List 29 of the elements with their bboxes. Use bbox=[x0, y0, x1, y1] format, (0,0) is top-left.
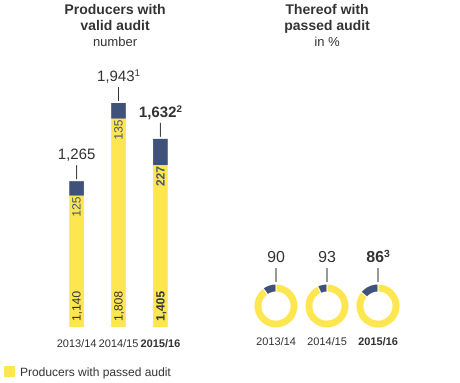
data-label: 227 bbox=[153, 166, 168, 186]
total-label: 1,632$^{2}$ bbox=[138, 103, 182, 121]
chart-title: Producers with valid audit bbox=[64, 1, 166, 33]
x-tick-label: 2013/14 bbox=[56, 338, 96, 350]
data-label: 125 bbox=[70, 196, 84, 217]
donut-slice bbox=[356, 284, 400, 328]
legend-label: Producers with passed audit bbox=[20, 365, 172, 379]
data-label: 1,405 bbox=[153, 290, 168, 321]
bar bbox=[111, 118, 126, 327]
data-label: 93 bbox=[318, 249, 336, 266]
chart-title: Thereof with passed audit bbox=[284, 1, 370, 33]
data-label: 135 bbox=[112, 119, 126, 140]
bar bbox=[153, 138, 168, 166]
data-label: 90 bbox=[267, 249, 285, 266]
bar bbox=[111, 103, 126, 119]
data-label: 1,140 bbox=[70, 290, 84, 321]
donut-slice bbox=[254, 284, 298, 328]
data-label: 1,808 bbox=[112, 290, 126, 321]
bar bbox=[69, 181, 84, 196]
total-label: 1,265 bbox=[58, 146, 96, 164]
donut-slice bbox=[304, 284, 350, 328]
x-tick-label: 2015/16 bbox=[140, 338, 180, 350]
bar bbox=[69, 196, 84, 327]
chart-subtitle: in % bbox=[314, 34, 340, 49]
data-label: 86$^{3}$ bbox=[366, 248, 390, 266]
chart-subtitle: number bbox=[92, 34, 138, 49]
x-tick-label: 2014/15 bbox=[98, 338, 138, 350]
total-label: 1,943$^{1}$ bbox=[97, 68, 140, 85]
bar bbox=[153, 165, 168, 327]
